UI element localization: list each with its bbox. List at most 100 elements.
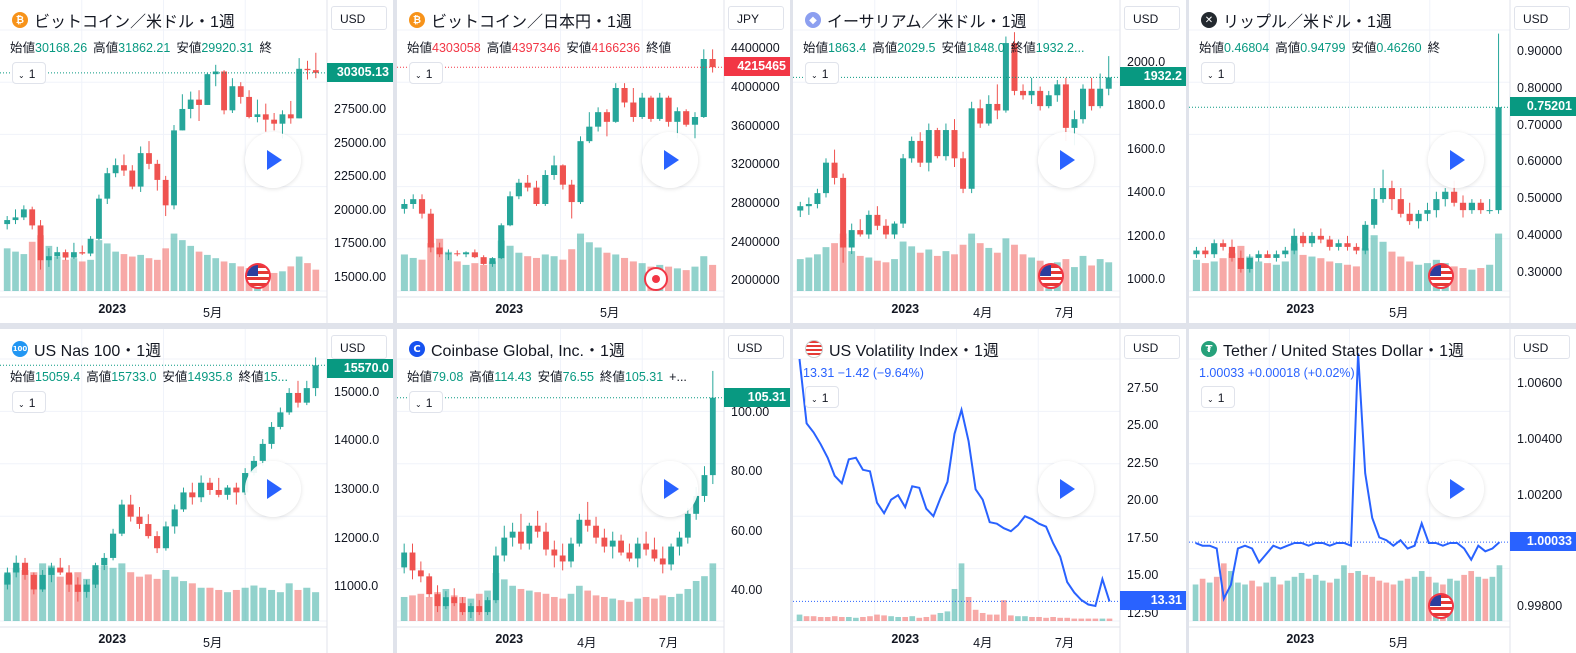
play-button[interactable]: [245, 132, 301, 188]
symbol-title[interactable]: ₮ Tether / United States Dollar・1週: [1201, 337, 1464, 361]
candle-body: [700, 59, 707, 117]
symbol-title-text: ビットコイン／日本円・1週: [431, 14, 632, 31]
play-button[interactable]: [642, 132, 698, 188]
symbol-title[interactable]: C Coinbase Global, Inc.・1週: [409, 337, 625, 361]
volume-bar: [1192, 259, 1200, 291]
play-button[interactable]: [1038, 132, 1094, 188]
chart-canvas[interactable]: [0, 329, 393, 653]
candle-body: [676, 537, 683, 547]
interval-selector[interactable]: ⌄ 1: [12, 62, 46, 84]
volume-bar: [170, 233, 178, 291]
time-tick: 7月: [1054, 306, 1075, 320]
chart-canvas[interactable]: [0, 0, 393, 323]
interval-selector[interactable]: ⌄ 1: [409, 391, 443, 413]
us-flag-icon: [1038, 263, 1064, 289]
volume-bar: [1459, 268, 1467, 291]
play-button[interactable]: [642, 461, 698, 517]
chart-canvas[interactable]: [1189, 329, 1576, 653]
ohlc-label: 終: [1427, 41, 1441, 55]
play-button[interactable]: [1038, 461, 1094, 517]
candle-body: [1011, 43, 1018, 91]
volume-bar: [1308, 256, 1316, 291]
chart-pane-btcjpy[interactable]: 4400000 4000000 3600000 3200000 2800000 24000…: [397, 0, 790, 323]
play-button[interactable]: [1428, 461, 1484, 517]
volume-bar: [409, 595, 416, 621]
volume-bar: [1228, 253, 1236, 291]
candle-body: [630, 102, 637, 117]
volume-bar: [944, 611, 951, 621]
symbol-title[interactable]: 100 US Nas 100・1週: [12, 337, 161, 361]
candle-body: [1054, 84, 1061, 96]
candle-body: [171, 130, 177, 206]
candle-body: [1255, 254, 1262, 258]
volume-bar: [145, 258, 153, 291]
candle-body: [534, 525, 541, 532]
chart-pane-usdt[interactable]: 1.00600 1.00400 1.00200 0.99800 2023 5月 1.0003…: [1189, 329, 1576, 653]
chart-canvas[interactable]: [397, 0, 790, 323]
chart-pane-vix[interactable]: 27.50 25.00 22.50 20.00 17.50 15.00 12.50 2023 4…: [793, 329, 1186, 653]
candle-body: [1344, 243, 1351, 247]
candle-body: [968, 108, 975, 189]
chart-pane-coin[interactable]: 100.00 80.00 60.00 40.00 2023 4月 7月 105.31 USD C C…: [397, 329, 790, 653]
candle-body: [79, 252, 86, 254]
currency-button[interactable]: USD: [331, 335, 387, 359]
chart-canvas[interactable]: [793, 0, 1186, 323]
chart-canvas[interactable]: [793, 329, 1186, 653]
candle-body: [1486, 210, 1493, 212]
symbol-title[interactable]: ₿ ビットコイン／日本円・1週: [409, 8, 632, 32]
price-tick: 2800000: [731, 196, 780, 210]
play-button[interactable]: [1428, 132, 1484, 188]
currency-button[interactable]: USD: [1514, 335, 1570, 359]
candle-body: [101, 557, 108, 566]
volume-bar: [601, 596, 608, 621]
play-button[interactable]: [245, 461, 301, 517]
volume-bar: [188, 583, 196, 621]
volume-bar: [1050, 616, 1056, 621]
candle-body: [104, 173, 111, 199]
symbol-title[interactable]: ◆ イーサリアム／米ドル・1週: [805, 8, 1026, 32]
currency-button[interactable]: USD: [331, 6, 387, 30]
price-tick: 2000.0: [1127, 54, 1166, 69]
currency-button[interactable]: USD: [1124, 335, 1180, 359]
symbol-title[interactable]: US Volatility Index・1週: [805, 337, 999, 361]
chart-pane-nas100[interactable]: 15000.0 14000.0 13000.0 12000.0 11000.0 2023 5…: [0, 329, 393, 653]
candle-body: [977, 108, 984, 124]
currency-button[interactable]: USD: [728, 335, 784, 359]
currency-button[interactable]: USD: [1124, 6, 1180, 30]
currency-button[interactable]: USD: [1514, 6, 1570, 30]
symbol-title[interactable]: ₿ ビットコイン／米ドル・1週: [12, 8, 235, 32]
volume-bar: [450, 595, 458, 621]
volume-series: [796, 563, 1113, 621]
volume-bar: [665, 266, 673, 291]
interval-selector[interactable]: ⌄ 1: [409, 62, 443, 84]
candle-body: [551, 165, 558, 175]
volume-bar: [1210, 261, 1218, 291]
price-tick: 12000.0: [334, 530, 380, 545]
symbol-title[interactable]: ✕ リップル／米ドル・1週: [1201, 8, 1392, 32]
currency-button[interactable]: JPY: [728, 6, 784, 30]
candle-body: [960, 158, 967, 189]
interval-selector[interactable]: ⌄ 1: [1201, 62, 1235, 84]
price-tick: 2000000: [731, 273, 780, 288]
interval-selector[interactable]: ⌄ 1: [805, 62, 839, 84]
candle-body: [882, 225, 889, 235]
volume-bar: [312, 592, 320, 621]
chart-pane-btcusd[interactable]: 27500.00 25000.00 22500.00 20000.00 17500.00…: [0, 0, 393, 323]
volume-bar: [1019, 254, 1027, 291]
volume-bar: [162, 570, 170, 621]
candle-body: [1459, 202, 1467, 211]
symbol-title-text: イーサリアム／米ドル・1週: [827, 14, 1027, 31]
volume-bar: [206, 587, 214, 621]
interval-selector[interactable]: ⌄ 1: [12, 391, 46, 413]
volume-bar: [909, 616, 916, 621]
candle-body: [1088, 88, 1095, 107]
price-series: [1193, 33, 1502, 273]
chart-pane-ethusd[interactable]: 2000.0 1800.0 1600.0 1400.0 1200.0 1000.0 2023…: [793, 0, 1186, 323]
price-series: [4, 357, 319, 602]
interval-selector[interactable]: ⌄ 1: [1201, 386, 1235, 408]
chart-pane-xrpusd[interactable]: 0.90000 0.80000 0.70000 0.60000 0.50000 0.400…: [1189, 0, 1576, 323]
candle-body: [304, 68, 311, 71]
interval-selector[interactable]: ⌄ 1: [805, 386, 839, 408]
time-tick: 2023: [1286, 302, 1315, 316]
candle-body: [4, 572, 11, 585]
